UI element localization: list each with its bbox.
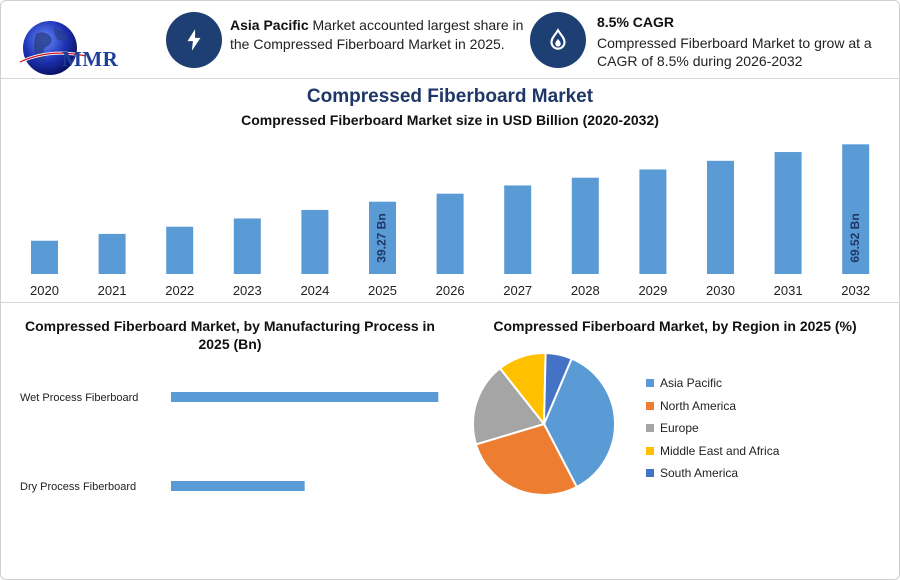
x-tick-2025: 2025: [368, 283, 397, 298]
brand-logo: [18, 18, 138, 78]
bar-2031: [774, 152, 802, 274]
bar-2021: [98, 233, 126, 274]
pie-slice-south-america: [543, 351, 573, 425]
data-label-2032: 69.52 Bn: [848, 213, 862, 262]
pie-slice-europe: [472, 366, 546, 446]
legend-item-europe: Europe: [646, 417, 779, 440]
x-tick-2021: 2021: [98, 283, 127, 298]
x-tick-2024: 2024: [300, 283, 329, 298]
highlight-asia-pacific-text: Market accounted largest share in the Co…: [230, 17, 524, 52]
legend-swatch: [646, 424, 654, 433]
process-bar-chart: Wet Process Fiberboard Dry Process Fiberb…: [20, 392, 439, 493]
lightning-icon: [166, 12, 222, 68]
legend-swatch: [646, 401, 654, 410]
x-tick-2029: 2029: [638, 283, 667, 298]
process-bar-wet-process-fiberboard: [171, 392, 439, 402]
legend-label: North America: [660, 398, 737, 413]
region-legend: Asia Pacific North America Europe Middle Ea…: [646, 372, 779, 485]
legend-item-asia-pacific: Asia Pacific: [646, 372, 779, 395]
x-tick-2031: 2031: [774, 283, 803, 298]
highlight-cagr-title: 8.5% CAGR: [597, 14, 675, 30]
process-label-wet-process-fiberboard: Wet Process Fiberboard: [20, 392, 138, 404]
pie-slice-north-america: [474, 422, 579, 496]
legend-item-north-america: North America: [646, 395, 779, 418]
legend-swatch: [646, 379, 654, 388]
x-tick-2030: 2030: [706, 283, 735, 298]
bar-2020: [31, 240, 58, 274]
bar-2027: [504, 185, 532, 274]
brand-logo-text: MMR: [62, 47, 119, 71]
legend-label: Asia Pacific: [660, 376, 723, 391]
region-chart-title: Compressed Fiberboard Market, by Region …: [493, 318, 857, 334]
globe-icon: [19, 21, 87, 75]
bar-2032: [842, 144, 870, 274]
highlight-asia-pacific: Asia Pacific Market accounted largest sh…: [230, 16, 525, 54]
highlight-cagr-text: Compressed Fiberboard Market to grow at …: [597, 35, 872, 69]
bar-2024: [301, 209, 329, 274]
section-divider: [0, 302, 900, 303]
legend-swatch: [646, 446, 654, 455]
x-tick-2027: 2027: [503, 283, 532, 298]
market-size-bar-chart: 2020 2021 2022 2023 2024 2025 39.27 Bn 2026 2027…: [30, 144, 870, 298]
data-label-2025: 39.27 Bn: [375, 213, 389, 262]
x-tick-2028: 2028: [571, 283, 600, 298]
legend-label: Middle East and Africa: [660, 443, 780, 458]
bar-2022: [166, 226, 194, 274]
bar-2026: [436, 193, 464, 274]
x-tick-2032: 2032: [841, 283, 870, 298]
process-bar-dry-process-fiberboard: [171, 481, 305, 491]
pie-slice-asia-pacific: [542, 357, 616, 489]
flame-drop-icon: [530, 12, 586, 68]
process-chart-title: Compressed Fiberboard Market, by Manufac…: [25, 318, 435, 352]
bar-2023: [233, 218, 261, 274]
highlight-asia-pacific-bold: Asia Pacific: [230, 17, 309, 33]
x-tick-2026: 2026: [436, 283, 465, 298]
header-divider: [0, 78, 900, 79]
legend-label: Europe: [660, 421, 699, 436]
bar-2025: [369, 201, 396, 274]
legend-item-south-america: South America: [646, 462, 779, 485]
bar-2029: [639, 169, 667, 274]
chart-subtitle: Compressed Fiberboard Market size in USD…: [241, 112, 659, 128]
legend-swatch: [646, 469, 654, 478]
legend-item-middle-east-and-africa: Middle East and Africa: [646, 440, 779, 463]
legend-label: South America: [660, 466, 739, 481]
region-pie-chart: [472, 351, 616, 496]
x-tick-2020: 2020: [30, 283, 59, 298]
x-tick-2023: 2023: [233, 283, 262, 298]
x-tick-2022: 2022: [165, 283, 194, 298]
process-label-dry-process-fiberboard: Dry Process Fiberboard: [20, 481, 136, 493]
bar-2028: [571, 177, 599, 274]
main-title: Compressed Fiberboard Market: [306, 86, 594, 107]
bar-2030: [707, 160, 734, 274]
